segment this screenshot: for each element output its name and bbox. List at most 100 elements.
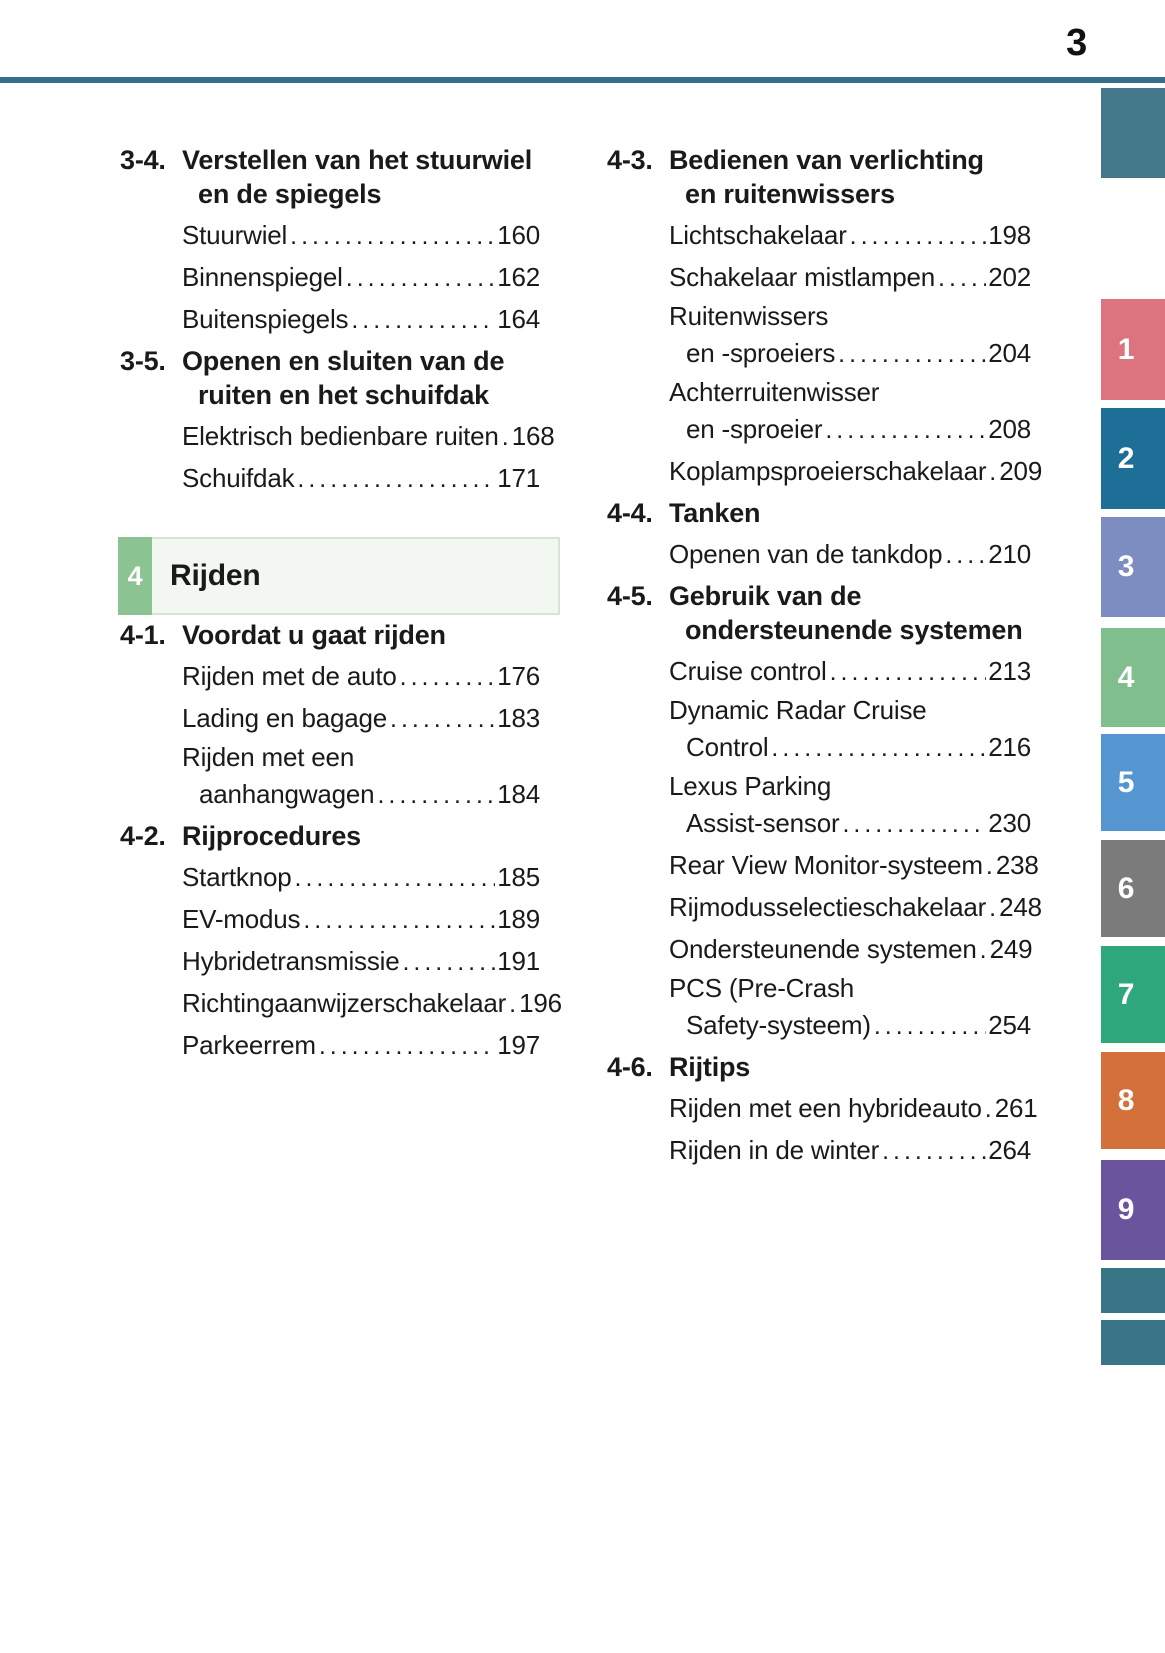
dot-leader (842, 803, 986, 845)
section-title-line: Voordat u gaat rijden (182, 620, 446, 650)
toc-entry[interactable]: Openen van de tankdop 210 (669, 534, 1031, 576)
dot-leader (290, 215, 495, 257)
entry-page-number: 176 (497, 661, 540, 691)
toc-entry[interactable]: Lichtschakelaar 198 (669, 215, 1031, 257)
entry-label: Lichtschakelaar (669, 220, 847, 250)
toc-entry[interactable]: Ondersteunende systemen 249 (669, 929, 1033, 971)
toc-entry[interactable]: Rijmodusselectieschakelaar 248 (669, 887, 1042, 929)
chapter-tab-4[interactable]: 4 (1101, 628, 1165, 727)
dot-leader (874, 1005, 986, 1047)
toc-entry[interactable]: Achterruitenwisser en -sproeier 208 (669, 375, 1031, 451)
entry-page-number: 249 (989, 934, 1033, 964)
entry-label: Openen van de tankdop (669, 539, 943, 569)
entry-label: Rear View Monitor-systeem (669, 850, 983, 880)
toc-entry[interactable]: Koplampsproeierschakelaar 209 (669, 451, 1042, 493)
chapter-tab-label: 9 (1117, 1193, 1135, 1226)
toc-section-3-4: 3-4. Verstellen van het stuurwiel en de … (120, 143, 540, 341)
toc-entry[interactable]: Binnenspiegel 162 (182, 257, 540, 299)
section-number: 3-5. (120, 346, 166, 376)
dot-leader (850, 215, 987, 257)
entry-page-number: 202 (988, 262, 1031, 292)
toc-entry[interactable]: Lexus Parking Assist-sensor 230 (669, 769, 1031, 845)
chapter-tab-bottom-1[interactable] (1101, 1268, 1165, 1313)
chapter-tab-label: 7 (1117, 977, 1135, 1011)
toc-entry[interactable]: Rear View Monitor-systeem 238 (669, 845, 1039, 887)
entry-label: PCS (Pre-Crash (669, 973, 855, 1003)
toc-right-column: 4-3. Bedienen van verlichting en ruitenw… (607, 143, 1042, 1172)
chapter-tab-1[interactable]: 1 (1101, 299, 1165, 400)
entry-label: Schuifdak (182, 463, 295, 493)
toc-entry[interactable]: Dynamic Radar Cruise Control 216 (669, 693, 1031, 769)
toc-entry[interactable]: Ruitenwissers en -sproeiers 204 (669, 299, 1031, 375)
section-title: Verstellen van het stuurwiel en de spieg… (182, 143, 540, 211)
chapter-tab-label: 8 (1117, 1083, 1135, 1117)
section-number: 3-4. (120, 145, 166, 175)
toc-entry[interactable]: PCS (Pre-Crash Safety-systeem) 254 (669, 971, 1031, 1047)
entry-page-number: 162 (497, 262, 540, 292)
toc-entry[interactable]: Buitenspiegels 164 (182, 299, 540, 341)
entry-label: Elektrisch bedienbare ruiten (182, 421, 499, 451)
section-title-line: Verstellen van het stuurwiel (182, 145, 533, 175)
dot-leader (985, 1088, 993, 1130)
toc-entry[interactable]: Rijden met een aanhangwagen 184 (182, 740, 540, 816)
entry-page-number: 213 (988, 656, 1031, 686)
chapter-tab-8[interactable]: 8 (1101, 1052, 1165, 1149)
dot-leader (502, 416, 510, 458)
entry-page-number: 160 (497, 220, 540, 250)
chapter-tab-3[interactable]: 3 (1101, 517, 1165, 617)
toc-section-4-2: 4-2. Rijprocedures Startknop 185 EV-modu… (120, 819, 562, 1067)
chapter-title: Rijden (170, 559, 261, 592)
toc-entry[interactable]: Lading en bagage 183 (182, 698, 540, 740)
chapter-tab-bottom-2[interactable] (1101, 1320, 1165, 1365)
entry-label: Binnenspiegel (182, 262, 343, 292)
chapter-tab-label: 4 (1117, 660, 1135, 694)
toc-entry[interactable]: Cruise control 213 (669, 651, 1031, 693)
dot-leader (346, 257, 495, 299)
entry-label: Richtingaanwijzerschakelaar (182, 988, 507, 1018)
entry-page-number: 185 (497, 862, 540, 892)
toc-entry[interactable]: Hybridetransmissie 191 (182, 941, 540, 983)
toc-entry[interactable]: Rijden met een hybrideauto 261 (669, 1088, 1038, 1130)
entry-page-number: 209 (999, 456, 1043, 486)
section-number: 4-2. (120, 821, 166, 851)
chapter-tab-label: 3 (1117, 550, 1135, 583)
toc-entry[interactable]: Schakelaar mistlampen 202 (669, 257, 1031, 299)
section-title-line: en ruitenwissers (685, 179, 895, 209)
dot-leader (771, 727, 986, 769)
dot-leader (377, 774, 495, 816)
chapter-tab-5[interactable]: 5 (1101, 734, 1165, 831)
entry-page-number: 196 (519, 988, 562, 1018)
entry-label: Lexus Parking (669, 771, 832, 801)
entry-label: Ruitenwissers (669, 301, 829, 331)
toc-entry[interactable]: EV-modus 189 (182, 899, 540, 941)
chapter-tab-6[interactable]: 6 (1101, 840, 1165, 937)
toc-entry[interactable]: Rijden in de winter 264 (669, 1130, 1031, 1172)
chapter-tab-9[interactable]: 9 (1101, 1160, 1165, 1260)
section-number: 4-3. (607, 145, 653, 175)
chapter-tab-7[interactable]: 7 (1101, 946, 1165, 1043)
toc-entry[interactable]: Parkeerrem 197 (182, 1025, 540, 1067)
entry-label: Rijmodusselectieschakelaar (669, 892, 987, 922)
toc-entry[interactable]: Startknop 185 (182, 857, 540, 899)
entry-label: Dynamic Radar Cruise (669, 695, 927, 725)
toc-section-4-4: 4-4. Tanken Openen van de tankdop 210 (607, 496, 1031, 576)
chapter-tab-top[interactable] (1101, 88, 1165, 178)
toc-entry[interactable]: Elektrisch bedienbare ruiten 168 (182, 416, 555, 458)
section-title-line: en de spiegels (198, 179, 382, 209)
toc-left-column: 3-4. Verstellen van het stuurwiel en de … (118, 143, 562, 1067)
chapter-banner[interactable]: 4 Rijden (118, 537, 560, 615)
entry-page-number: 164 (497, 304, 540, 334)
section-title: Rijtips (669, 1050, 1031, 1084)
chapter-tab-2[interactable]: 2 (1101, 408, 1165, 509)
toc-entry[interactable]: Stuurwiel 160 (182, 215, 540, 257)
toc-entry[interactable]: Schuifdak 171 (182, 458, 540, 500)
entry-label: Startknop (182, 862, 292, 892)
dot-leader (402, 941, 495, 983)
entry-page-number: 254 (988, 1010, 1031, 1040)
entry-page-number: 191 (497, 946, 540, 976)
toc-entry[interactable]: Rijden met de auto 176 (182, 656, 540, 698)
toc-entry[interactable]: Richtingaanwijzerschakelaar 196 (182, 983, 562, 1025)
dot-leader (830, 651, 987, 693)
entry-label: Schakelaar mistlampen (669, 262, 936, 292)
entry-label: Achterruitenwisser (669, 377, 880, 407)
